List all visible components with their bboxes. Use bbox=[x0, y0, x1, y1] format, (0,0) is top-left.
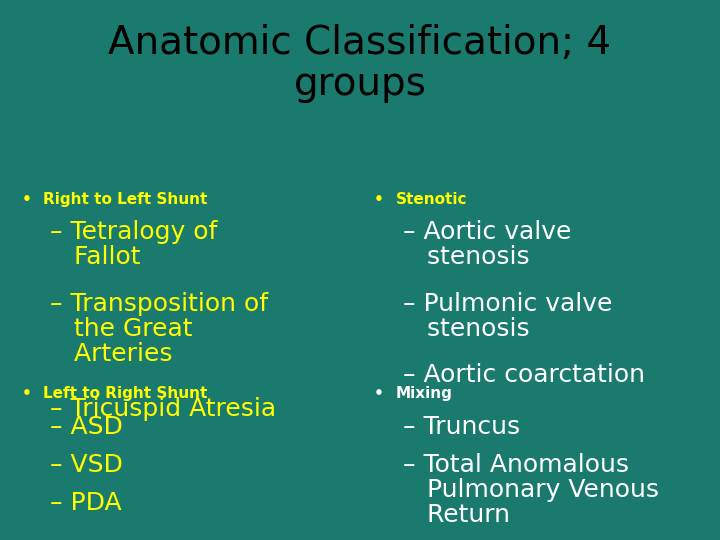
Text: – Tricuspid Atresia: – Tricuspid Atresia bbox=[50, 397, 276, 421]
Text: – Pulmonic valve
   stenosis: – Pulmonic valve stenosis bbox=[403, 292, 613, 341]
Text: Right to Left Shunt: Right to Left Shunt bbox=[43, 192, 207, 207]
Text: – Total Anomalous
   Pulmonary Venous
   Return: – Total Anomalous Pulmonary Venous Retur… bbox=[403, 453, 660, 526]
Text: – PDA: – PDA bbox=[50, 491, 122, 515]
Text: – ASD: – ASD bbox=[50, 415, 123, 439]
Text: – Tetralogy of
   Fallot: – Tetralogy of Fallot bbox=[50, 220, 217, 269]
Text: •: • bbox=[22, 192, 37, 207]
Text: Stenotic: Stenotic bbox=[396, 192, 467, 207]
Text: •: • bbox=[374, 192, 390, 207]
Text: – Aortic valve
   stenosis: – Aortic valve stenosis bbox=[403, 220, 572, 269]
Text: •: • bbox=[374, 386, 390, 401]
Text: – VSD: – VSD bbox=[50, 453, 123, 477]
Text: – Truncus: – Truncus bbox=[403, 415, 521, 439]
Text: – Transposition of
   the Great
   Arteries: – Transposition of the Great Arteries bbox=[50, 292, 269, 366]
Text: Mixing: Mixing bbox=[396, 386, 453, 401]
Text: Left to Right Shunt: Left to Right Shunt bbox=[43, 386, 207, 401]
Text: •: • bbox=[22, 386, 37, 401]
Text: – Aortic coarctation: – Aortic coarctation bbox=[403, 363, 645, 387]
Text: Anatomic Classification; 4
groups: Anatomic Classification; 4 groups bbox=[109, 24, 611, 103]
